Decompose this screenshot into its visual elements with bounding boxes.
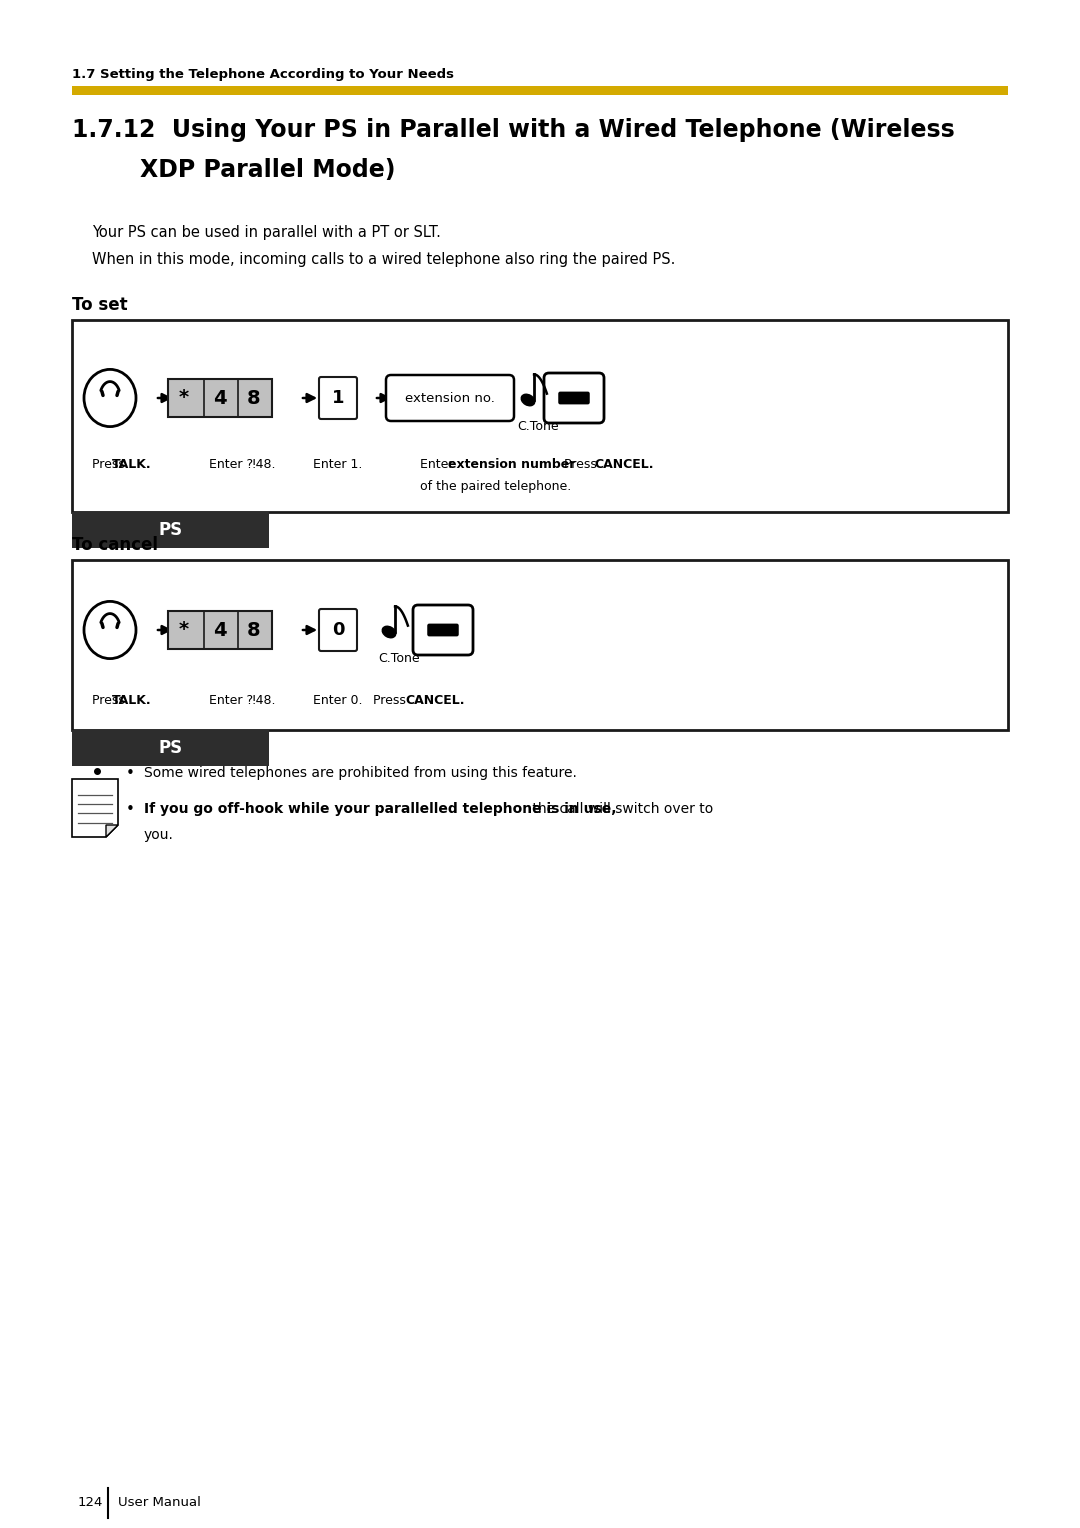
Text: extension number: extension number bbox=[448, 458, 576, 471]
Text: CANCEL.: CANCEL. bbox=[405, 694, 464, 707]
Text: XDP Parallel Mode): XDP Parallel Mode) bbox=[140, 157, 395, 182]
FancyBboxPatch shape bbox=[544, 373, 604, 423]
Text: you.: you. bbox=[144, 828, 174, 842]
Text: Enter ⁈48.: Enter ⁈48. bbox=[208, 694, 275, 707]
FancyBboxPatch shape bbox=[319, 377, 357, 419]
Text: If you go off-hook while your parallelled telephone is in use,: If you go off-hook while your parallelle… bbox=[144, 802, 617, 816]
Text: 1: 1 bbox=[332, 390, 345, 406]
Bar bbox=[72, 319, 1008, 512]
Text: Enter: Enter bbox=[420, 458, 458, 471]
Text: PS: PS bbox=[158, 740, 183, 756]
Text: 8: 8 bbox=[247, 620, 260, 640]
Polygon shape bbox=[72, 779, 118, 837]
Text: C.Tone: C.Tone bbox=[378, 652, 420, 665]
Text: Press: Press bbox=[92, 458, 129, 471]
Text: *: * bbox=[179, 620, 189, 640]
Text: Enter ⁈48.: Enter ⁈48. bbox=[208, 458, 275, 471]
Text: TALK.: TALK. bbox=[112, 694, 152, 707]
Text: PS: PS bbox=[158, 521, 183, 539]
Text: When in this mode, incoming calls to a wired telephone also ring the paired PS.: When in this mode, incoming calls to a w… bbox=[92, 252, 675, 267]
Text: 4: 4 bbox=[213, 620, 227, 640]
Text: *: * bbox=[179, 388, 189, 408]
Text: 1.7 Setting the Telephone According to Your Needs: 1.7 Setting the Telephone According to Y… bbox=[72, 69, 454, 81]
Text: TALK.: TALK. bbox=[112, 458, 152, 471]
Text: 1.7.12  Using Your PS in Parallel with a Wired Telephone (Wireless: 1.7.12 Using Your PS in Parallel with a … bbox=[72, 118, 955, 142]
Text: 0: 0 bbox=[332, 620, 345, 639]
Text: C.Tone: C.Tone bbox=[517, 420, 558, 432]
Text: To cancel: To cancel bbox=[72, 536, 158, 555]
Text: Your PS can be used in parallel with a PT or SLT.: Your PS can be used in parallel with a P… bbox=[92, 225, 441, 240]
Text: Some wired telephones are prohibited from using this feature.: Some wired telephones are prohibited fro… bbox=[144, 766, 577, 779]
Bar bbox=[72, 86, 1008, 95]
Text: Press: Press bbox=[92, 694, 129, 707]
Ellipse shape bbox=[522, 394, 535, 406]
Text: User Manual: User Manual bbox=[118, 1496, 201, 1510]
Ellipse shape bbox=[84, 602, 136, 659]
Text: •: • bbox=[125, 802, 134, 817]
FancyBboxPatch shape bbox=[558, 391, 590, 405]
Text: of the paired telephone.: of the paired telephone. bbox=[420, 480, 571, 494]
Bar bbox=[72, 730, 269, 766]
Ellipse shape bbox=[382, 626, 395, 637]
Text: CANCEL.: CANCEL. bbox=[594, 458, 653, 471]
Bar bbox=[72, 559, 1008, 730]
Text: 124: 124 bbox=[78, 1496, 103, 1510]
FancyBboxPatch shape bbox=[428, 623, 459, 636]
Ellipse shape bbox=[84, 370, 136, 426]
FancyBboxPatch shape bbox=[319, 610, 357, 651]
Text: To set: To set bbox=[72, 296, 127, 313]
Polygon shape bbox=[106, 825, 118, 837]
Text: Enter 0.: Enter 0. bbox=[313, 694, 363, 707]
Text: •: • bbox=[125, 766, 134, 781]
Text: Press: Press bbox=[564, 458, 600, 471]
Text: 8: 8 bbox=[247, 388, 260, 408]
Text: extension no.: extension no. bbox=[405, 391, 495, 405]
Text: Press: Press bbox=[373, 694, 410, 707]
Bar bbox=[168, 611, 272, 649]
Text: the call will switch over to: the call will switch over to bbox=[528, 802, 714, 816]
FancyBboxPatch shape bbox=[413, 605, 473, 656]
Text: Enter 1.: Enter 1. bbox=[313, 458, 363, 471]
FancyBboxPatch shape bbox=[386, 374, 514, 422]
Text: 4: 4 bbox=[213, 388, 227, 408]
Bar bbox=[72, 512, 269, 549]
Bar bbox=[168, 379, 272, 417]
